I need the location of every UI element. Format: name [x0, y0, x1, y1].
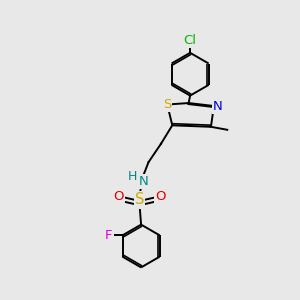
Text: Cl: Cl [184, 34, 196, 47]
Text: S: S [135, 192, 144, 207]
Text: O: O [113, 190, 124, 203]
Text: N: N [213, 100, 222, 112]
Text: O: O [155, 190, 166, 203]
Text: S: S [163, 98, 171, 111]
Text: H: H [128, 170, 137, 183]
Text: N: N [139, 175, 148, 188]
Text: F: F [105, 229, 112, 242]
